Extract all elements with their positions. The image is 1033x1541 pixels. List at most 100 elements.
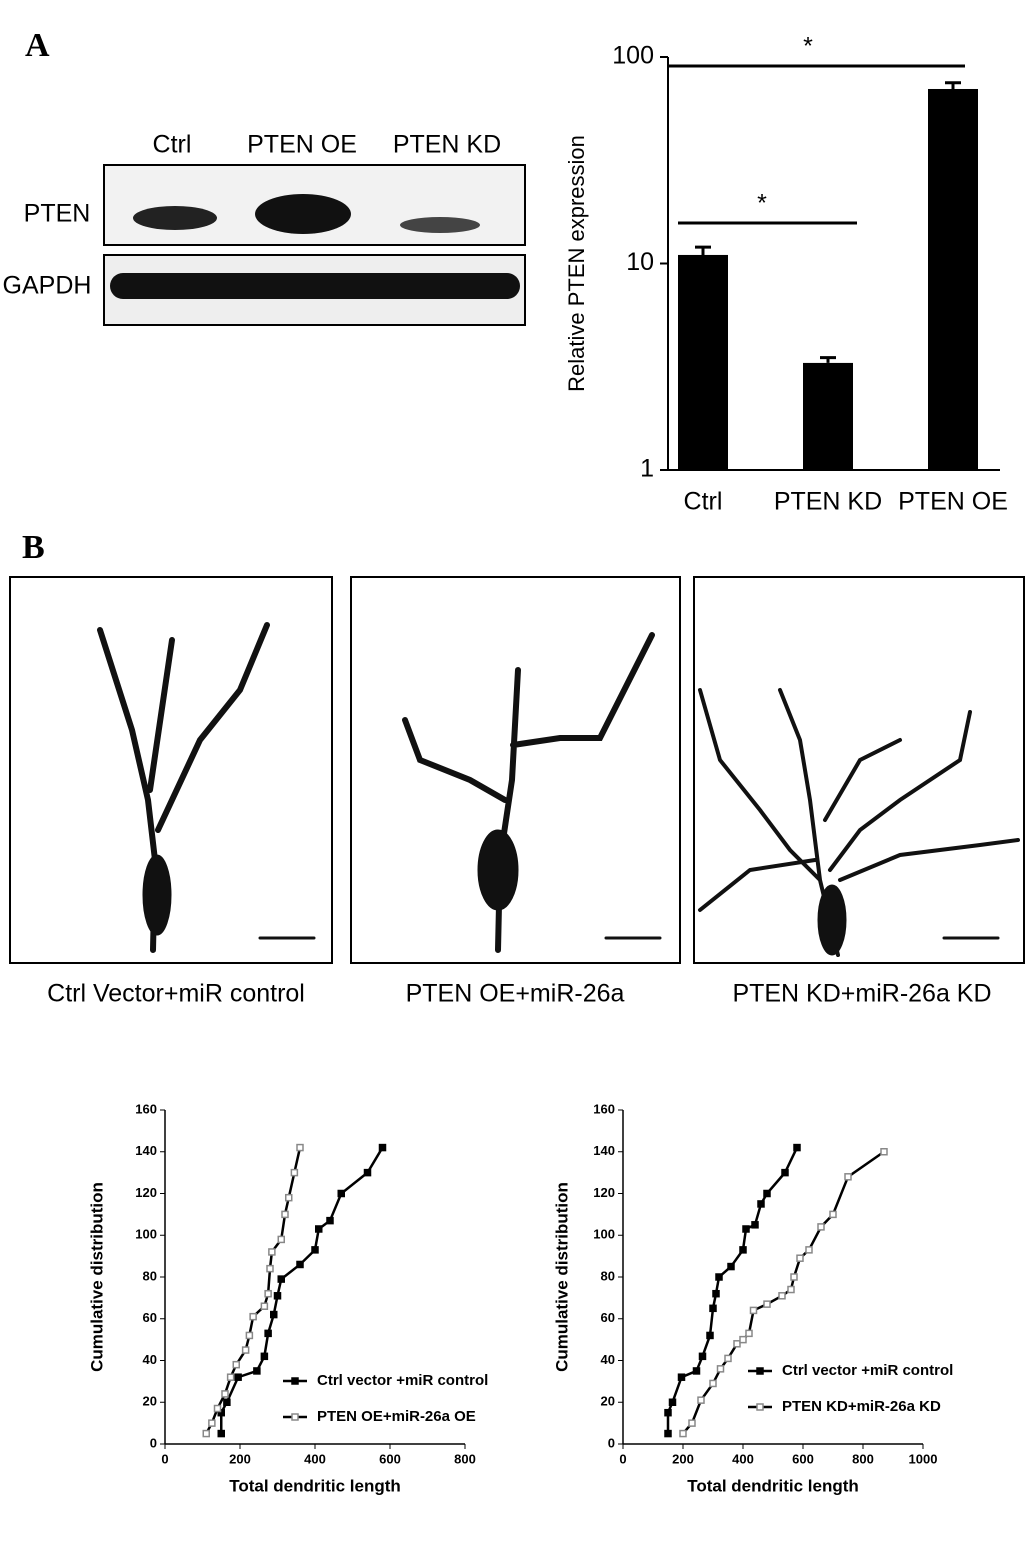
legend-marker: [291, 1413, 299, 1421]
legend-marker: [291, 1377, 299, 1385]
marker: [880, 1148, 888, 1156]
marker: [363, 1168, 372, 1177]
lane-label: PTEN KD: [393, 131, 501, 159]
marker: [260, 1302, 269, 1310]
marker: [844, 1173, 852, 1181]
series-line: [220, 1146, 384, 1434]
marker: [829, 1210, 837, 1219]
marker: [249, 1312, 257, 1321]
marker: [698, 1352, 707, 1361]
marker: [709, 1304, 717, 1313]
y-tick-label: 0: [150, 1435, 157, 1450]
error-bar: [945, 81, 961, 89]
image-caption: PTEN KD+miR-26a KD: [732, 980, 991, 1008]
panel-label: A: [25, 27, 50, 64]
marker: [751, 1221, 759, 1229]
marker: [264, 1289, 272, 1298]
y-tick-label: 1: [640, 455, 654, 483]
image-frame: [693, 576, 1025, 964]
y-tick-label: 40: [601, 1352, 615, 1367]
y-tick-label: 160: [593, 1101, 615, 1116]
band: [133, 206, 217, 230]
marker: [793, 1143, 801, 1152]
row-label: GAPDH: [3, 272, 92, 300]
marker: [688, 1419, 696, 1427]
marker: [311, 1246, 319, 1254]
marker: [277, 1235, 285, 1244]
x-tick-label: Ctrl: [684, 488, 723, 516]
y-axis-label: Cumulative distribution: [87, 1182, 106, 1372]
annotation: *: [803, 33, 813, 61]
y-tick-label: 140: [593, 1143, 615, 1158]
marker: [264, 1329, 272, 1338]
marker: [277, 1275, 285, 1283]
y-tick-label: 140: [135, 1143, 157, 1158]
marker: [241, 1346, 250, 1354]
marker: [706, 1331, 714, 1340]
marker: [221, 1390, 229, 1398]
marker: [733, 1340, 741, 1348]
x-tick-label: 800: [454, 1451, 476, 1466]
lane-label: PTEN OE: [247, 131, 357, 159]
image-frame: [350, 576, 681, 964]
y-axis-label: Cumulative distribution: [552, 1182, 571, 1372]
marker: [664, 1408, 672, 1417]
x-tick-label: 400: [304, 1451, 326, 1466]
legend-marker: [756, 1403, 764, 1411]
marker: [781, 1168, 789, 1177]
marker: [217, 1429, 225, 1438]
marker: [326, 1216, 334, 1225]
marker: [213, 1404, 222, 1413]
y-tick-label: 120: [593, 1185, 615, 1200]
y-tick-label: 10: [626, 248, 654, 276]
annotation: *: [757, 190, 767, 218]
marker: [208, 1419, 216, 1427]
lane-label: Ctrl: [153, 131, 192, 159]
x-tick-label: PTEN KD: [774, 488, 882, 516]
marker: [679, 1429, 687, 1438]
band: [400, 217, 480, 233]
marker: [796, 1254, 804, 1262]
y-tick-label: 40: [143, 1352, 157, 1367]
x-tick-label: 1000: [909, 1451, 938, 1466]
image-caption: Ctrl Vector+miR control: [47, 980, 305, 1008]
marker: [664, 1429, 672, 1438]
y-tick-label: 120: [135, 1185, 157, 1200]
marker: [805, 1246, 813, 1254]
marker: [223, 1398, 231, 1406]
x-tick-label: PTEN OE: [898, 488, 1008, 516]
marker: [749, 1306, 758, 1315]
legend-label: PTEN KD+miR-26a KD: [782, 1398, 941, 1415]
neuron: [698, 688, 1020, 957]
y-tick-label: 100: [612, 42, 654, 70]
western-blot: Ctrl PTEN OE PTEN KD PTEN GAPDH: [3, 131, 526, 326]
x-tick-label: 400: [732, 1451, 754, 1466]
legend-label: Ctrl vector +miR control: [317, 1372, 488, 1389]
image-frame: [9, 576, 333, 964]
marker: [817, 1223, 825, 1231]
marker: [742, 1225, 750, 1233]
bar: [803, 362, 853, 470]
y-tick-label: 20: [143, 1394, 157, 1409]
marker: [739, 1246, 747, 1254]
marker: [716, 1365, 725, 1373]
marker: [739, 1335, 747, 1344]
x-axis-label: Total dendritic length: [229, 1476, 401, 1495]
marker: [273, 1292, 282, 1300]
y-tick-label: 60: [143, 1310, 157, 1325]
marker: [709, 1379, 717, 1388]
marker: [677, 1373, 686, 1381]
marker: [712, 1289, 720, 1298]
marker: [268, 1248, 276, 1256]
y-tick-label: 160: [135, 1101, 157, 1116]
band: [110, 273, 520, 299]
band: [255, 194, 351, 234]
marker: [270, 1310, 278, 1319]
neuron: [477, 829, 519, 911]
y-tick-label: 80: [143, 1268, 157, 1283]
neuron: [142, 854, 172, 936]
marker: [378, 1143, 387, 1152]
marker: [778, 1292, 786, 1300]
x-tick-label: 800: [852, 1451, 874, 1466]
